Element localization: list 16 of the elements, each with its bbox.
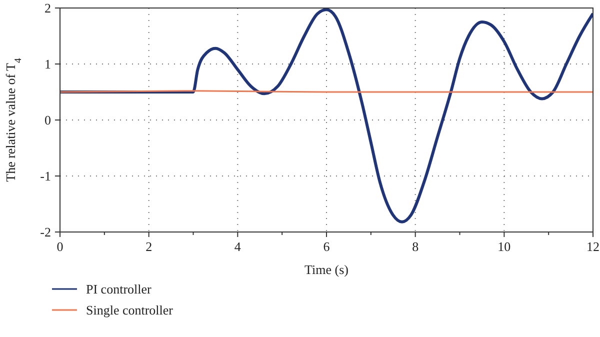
legend-label: PI controller <box>86 282 152 296</box>
x-tick-label: 12 <box>586 239 600 254</box>
x-tick-label: 2 <box>146 239 152 254</box>
y-tick-label: -2 <box>40 224 51 240</box>
x-tick-label: 10 <box>498 239 511 254</box>
line-series <box>60 8 593 224</box>
x-tick-label: 6 <box>323 239 330 254</box>
x-tick-label: 4 <box>234 239 242 254</box>
y-tick-label: 1 <box>44 56 51 72</box>
x-axis-title: Time (s) <box>304 262 348 277</box>
y-tick-label: 2 <box>44 0 51 16</box>
x-tick-label: 8 <box>412 239 419 254</box>
legend-label: Single controller <box>86 302 174 318</box>
x-tick-label: 0 <box>56 239 64 254</box>
y-tick-label: 0 <box>44 112 51 128</box>
y-tick-label: -1 <box>40 168 51 184</box>
